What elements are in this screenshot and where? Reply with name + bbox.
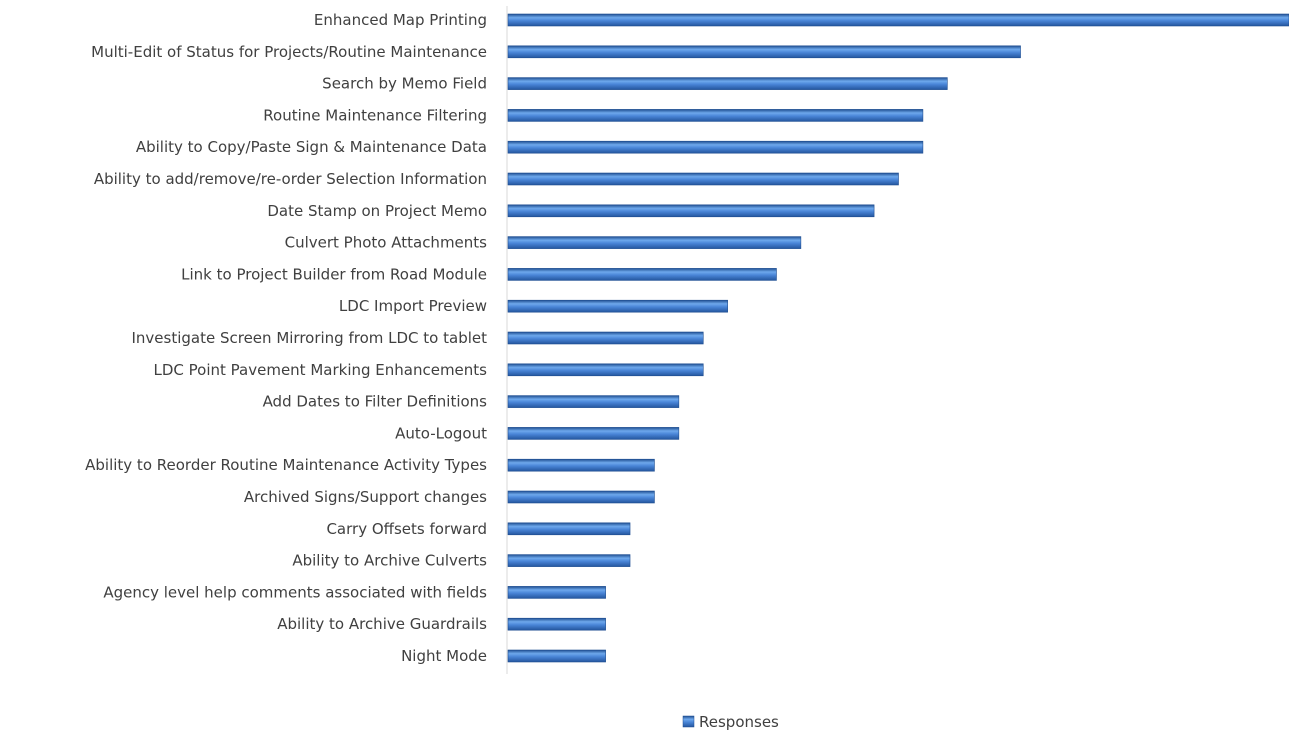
category-label: Ability to add/remove/re-order Selection… (94, 170, 487, 188)
bar (507, 299, 728, 313)
bar (507, 458, 655, 472)
bar (507, 395, 680, 408)
bar-series-responses (507, 13, 1289, 663)
category-label: Investigate Screen Mirroring from LDC to… (131, 329, 487, 347)
category-label: Multi-Edit of Status for Projects/Routin… (91, 43, 487, 61)
category-label: Ability to Archive Culverts (292, 552, 487, 570)
category-label: Link to Project Builder from Road Module (181, 265, 487, 283)
category-labels: Enhanced Map Printing Multi-Edit of Statu… (85, 11, 487, 665)
bar (507, 204, 875, 218)
bar (507, 236, 802, 249)
bar (507, 140, 924, 154)
bar (507, 13, 1289, 27)
category-label: Search by Memo Field (322, 75, 487, 93)
bar (507, 331, 704, 345)
bar (507, 77, 948, 90)
category-label: Ability to Archive Guardrails (277, 615, 487, 633)
category-label: Night Mode (401, 647, 487, 665)
bar (507, 109, 924, 122)
bar (507, 268, 777, 281)
category-label: Archived Signs/Support changes (244, 488, 487, 506)
bar (507, 172, 899, 186)
category-label: LDC Import Preview (339, 297, 487, 315)
category-label: Ability to Reorder Routine Maintenance A… (85, 456, 487, 474)
category-label: Add Dates to Filter Definitions (263, 393, 488, 411)
bar (507, 45, 1021, 59)
category-label: Enhanced Map Printing (314, 11, 487, 29)
bar (507, 363, 704, 377)
bar (507, 427, 680, 440)
bar (507, 586, 606, 599)
bar (507, 522, 631, 536)
category-label: Ability to Copy/Paste Sign & Maintenance… (136, 138, 487, 156)
bar (507, 490, 655, 504)
legend-swatch (682, 715, 695, 728)
category-label: LDC Point Pavement Marking Enhancements (154, 361, 488, 379)
category-label: Culvert Photo Attachments (285, 234, 488, 252)
bar (507, 617, 606, 631)
category-label: Carry Offsets forward (326, 520, 487, 538)
category-label: Agency level help comments associated wi… (103, 583, 487, 601)
category-label: Routine Maintenance Filtering (263, 106, 487, 124)
legend: Responses (682, 713, 779, 731)
bar (507, 649, 606, 663)
bar (507, 554, 631, 567)
legend-label: Responses (699, 713, 779, 731)
category-label: Date Stamp on Project Memo (267, 202, 487, 220)
category-label: Auto-Logout (395, 424, 487, 442)
